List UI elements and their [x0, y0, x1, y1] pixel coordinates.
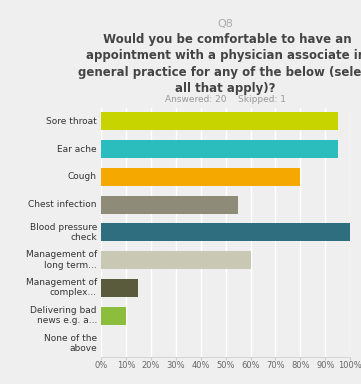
Bar	[101, 168, 300, 186]
Text: Would you be comfortable to have an
appointment with a physician associate in
ge: Would you be comfortable to have an appo…	[78, 33, 361, 95]
Bar	[101, 251, 251, 269]
Bar	[101, 195, 238, 214]
Bar	[101, 279, 139, 297]
Bar	[101, 113, 338, 131]
Text: Answered: 20    Skipped: 1: Answered: 20 Skipped: 1	[165, 95, 286, 104]
Text: Q8: Q8	[218, 19, 234, 29]
Bar	[101, 306, 126, 324]
Bar	[101, 140, 338, 158]
Bar	[101, 223, 350, 241]
